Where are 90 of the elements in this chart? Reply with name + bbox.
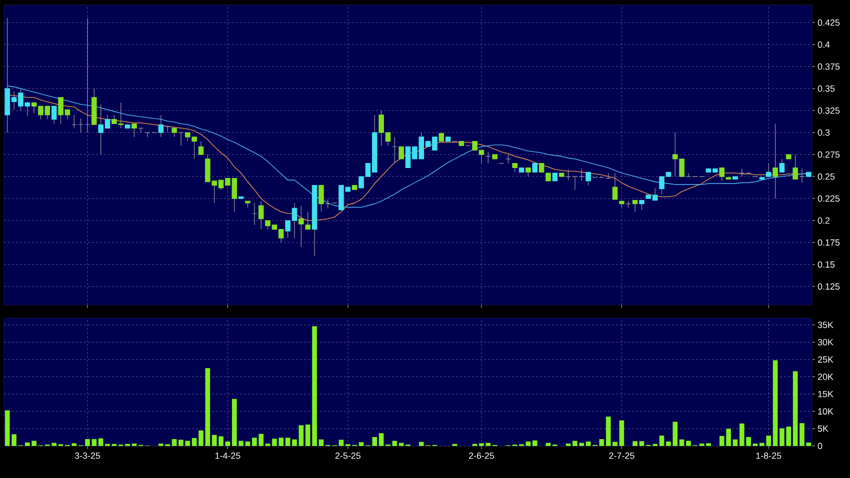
bar [225,441,230,446]
candlestick [198,141,204,155]
bar [806,442,812,446]
bar [526,441,531,446]
y-tick-label: 20K [818,374,834,380]
bar [800,423,804,446]
x-tick-label: 2-7-25 [609,452,634,459]
bar [358,442,364,446]
candlestick [78,118,84,133]
bar [792,371,798,446]
bar [205,368,210,446]
bar [285,438,290,446]
bar [292,439,297,446]
bar [612,442,618,446]
y-tick-label: 0.425 [818,19,840,26]
bar [378,433,384,446]
candlestick [766,163,772,177]
bar [198,430,204,446]
bar [546,442,551,446]
candlestick [486,152,491,164]
candlestick [632,200,638,212]
y-tick-label: 0.125 [818,283,840,290]
y-tick-label: 5K [818,426,828,432]
x-tick-label: 2-6-25 [468,452,494,459]
bar [639,441,644,446]
bar [732,439,738,446]
x-tick-label: 2-5-25 [335,452,360,459]
bar [606,416,611,446]
candlestick [572,176,578,190]
x-tick-label: 1-4-25 [215,452,240,459]
candlestick [305,211,310,230]
candlestick [178,132,184,146]
bar [632,441,638,446]
bar [312,326,317,446]
candlestick [612,172,618,200]
candlestick [252,202,258,226]
bar [586,441,591,446]
candlestick [799,168,805,183]
candlestick [779,158,785,172]
y-tick-label: 0.325 [818,107,840,114]
y-tick-label: 0.3 [818,129,830,136]
y-tick-label: 25K [818,356,834,363]
y-tick-label: 0.175 [818,239,840,246]
y-tick-label: 0 [818,442,822,450]
y-tick-label: 0.35 [818,85,835,92]
bar [305,424,310,446]
bar [772,360,778,446]
bar [392,440,398,446]
bar [398,442,404,446]
bar [245,441,250,446]
candlestick [578,168,584,182]
candlestick [298,205,304,248]
bar [619,420,624,446]
candlestick [392,136,398,164]
x-tick-label: 3-3-25 [74,452,100,459]
y-tick-label: 10K [818,408,834,415]
candlestick [398,146,404,160]
candlestick [639,200,644,210]
y-tick-label: 0.2 [818,217,830,224]
bar [706,443,711,446]
candlestick [719,167,724,182]
bar [298,425,304,446]
y-tick-label: 30K [818,339,834,346]
bar [679,439,684,446]
bar [85,439,90,446]
candlestick [71,114,77,128]
y-tick-label: 0.275 [818,151,840,158]
y-tick-label: 35K [818,322,834,328]
y-tick-label: 0.15 [818,261,835,268]
bar [92,439,97,446]
y-tick-label: 0.375 [818,63,840,70]
y-tick-label: 0.225 [818,195,840,202]
candlestick [772,123,778,199]
candlestick [566,169,571,180]
x-tick-label: 1-8-25 [756,452,782,459]
candlestick [51,106,57,124]
bar [172,439,177,446]
candlestick [158,114,164,138]
bar [318,439,324,446]
bar [192,438,197,446]
bar [659,436,664,446]
bar [532,440,538,446]
bar [98,438,104,446]
bar [338,440,344,446]
candlestick [84,18,90,133]
y-tick-label: 0.25 [818,173,835,180]
candlestick [686,172,692,177]
y-tick-label: 0.4 [818,41,830,48]
bar [599,439,604,446]
y-tick-label: 15K [818,390,834,398]
